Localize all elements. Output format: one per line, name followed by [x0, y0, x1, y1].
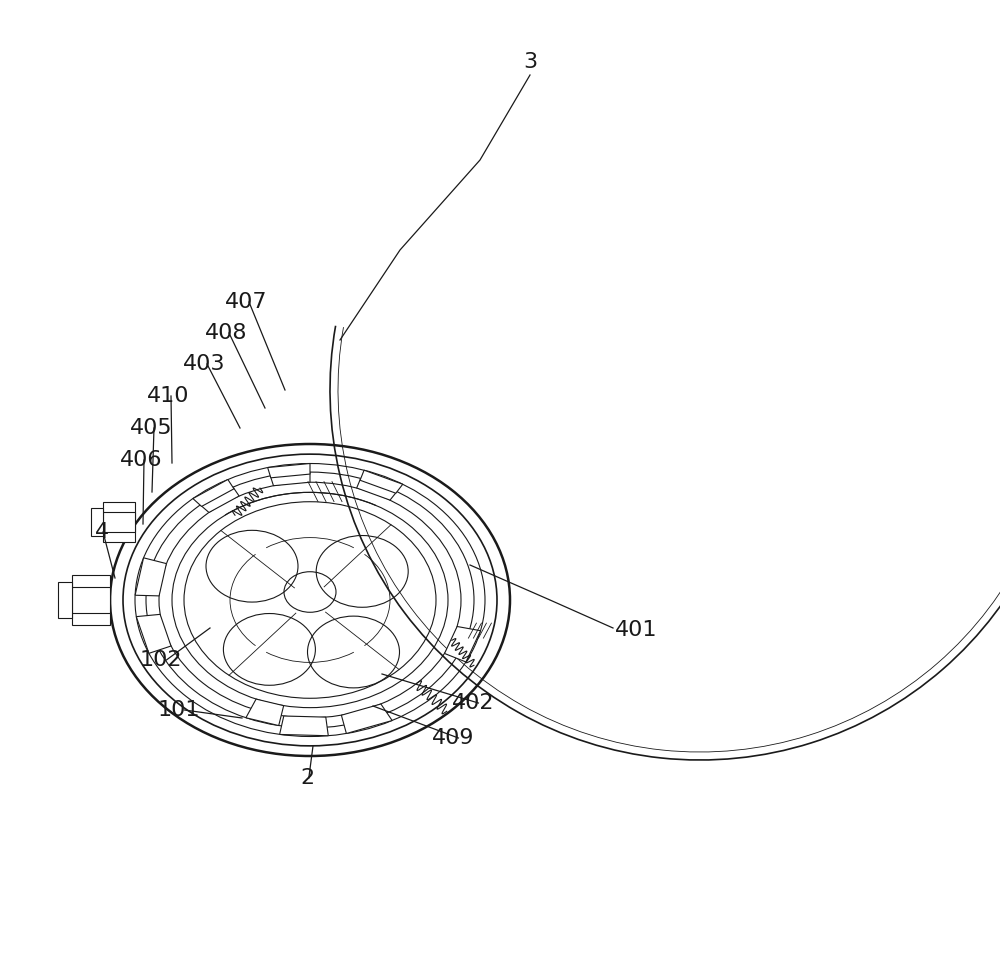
Text: 403: 403 [183, 354, 226, 374]
Bar [72, 575, 110, 625]
Text: 402: 402 [452, 693, 494, 713]
Text: 401: 401 [615, 620, 658, 640]
Text: 408: 408 [205, 323, 248, 343]
Text: 406: 406 [120, 450, 162, 470]
Polygon shape [268, 463, 310, 478]
Polygon shape [357, 478, 397, 501]
Text: 3: 3 [523, 52, 537, 72]
Text: 102: 102 [140, 650, 182, 670]
Polygon shape [246, 699, 284, 725]
Polygon shape [135, 558, 166, 596]
Polygon shape [270, 472, 310, 486]
Bar [72, 587, 110, 613]
Polygon shape [360, 470, 403, 493]
Bar [58, 582, 72, 618]
Text: 4: 4 [95, 522, 109, 542]
Polygon shape [200, 487, 239, 512]
Text: 410: 410 [147, 386, 190, 406]
Polygon shape [280, 716, 328, 736]
Polygon shape [341, 704, 392, 733]
Text: 405: 405 [130, 418, 173, 438]
Text: 101: 101 [158, 700, 200, 720]
Text: 407: 407 [225, 292, 268, 312]
Text: 409: 409 [432, 728, 475, 748]
Bar [103, 502, 135, 542]
Polygon shape [445, 627, 481, 662]
Bar [91, 508, 103, 536]
Polygon shape [136, 614, 171, 654]
Text: 2: 2 [300, 768, 314, 788]
Polygon shape [193, 479, 234, 506]
Bar [103, 512, 135, 532]
